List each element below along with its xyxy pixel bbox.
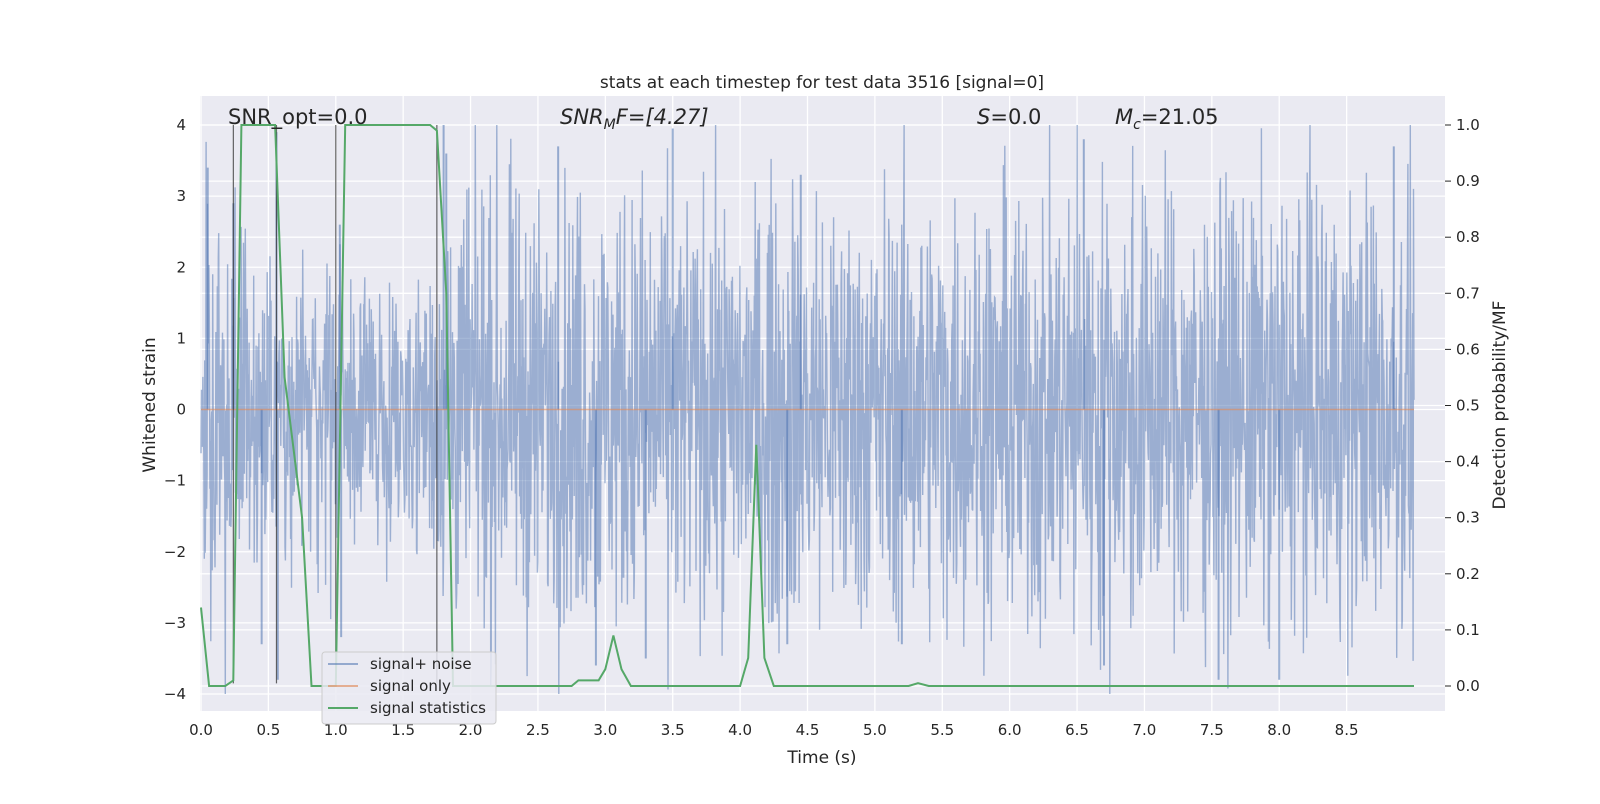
legend-label-signal-noise: signal+ noise <box>370 655 472 673</box>
x-tick-label: 3.0 <box>593 721 617 739</box>
x-tick-label: 1.5 <box>391 721 415 739</box>
x-tick-label: 2.0 <box>459 721 483 739</box>
x-tick-label: 2.5 <box>526 721 550 739</box>
y-right-tick-label: 0.8 <box>1456 228 1480 246</box>
y-left-tick-label: 4 <box>176 116 186 134</box>
y-right-tick-label: 0.1 <box>1456 621 1480 639</box>
y-left-tick-label: −3 <box>164 614 186 632</box>
x-tick-label: 8.0 <box>1267 721 1291 739</box>
x-tick-label: 8.5 <box>1335 721 1359 739</box>
y-right-tick-label: 0.0 <box>1456 677 1480 695</box>
y-left-tick-label: 0 <box>176 401 186 419</box>
x-tick-label: 6.0 <box>998 721 1022 739</box>
y-left-tick-label: −2 <box>164 543 186 561</box>
y-axis-label-left: Whitened strain <box>140 337 160 472</box>
series-signal-statistics <box>200 124 1414 687</box>
annotation-snr-opt: SNR_opt=0.0 <box>228 105 368 130</box>
statistics-layer <box>200 124 1414 687</box>
x-tick-label: 7.5 <box>1200 721 1224 739</box>
vertical-markers <box>232 125 438 684</box>
legend-label-signal-statistics: signal statistics <box>370 699 486 717</box>
y-right-tick-label: 0.6 <box>1456 340 1480 358</box>
y-left-tick-label: −1 <box>164 472 186 490</box>
x-tick-label: 0.0 <box>189 721 213 739</box>
y-right-tick-label: 0.5 <box>1456 397 1480 415</box>
y-left-tick-label: 3 <box>176 187 186 205</box>
annotation-s: S=0.0 <box>977 105 1041 129</box>
x-tick-label: 4.0 <box>728 721 752 739</box>
y-right-tick-label: 0.3 <box>1456 509 1480 527</box>
y-left-tick-label: 1 <box>176 329 186 347</box>
x-tick-label: 1.0 <box>324 721 348 739</box>
x-tick-label: 0.5 <box>256 721 280 739</box>
x-tick-label: 6.5 <box>1065 721 1089 739</box>
tick-labels: 0.0 0.5 1.0 1.5 2.0 2.5 3.0 3.5 4.0 4.5 5.0 5.5 6.0 6… <box>164 116 1480 739</box>
y-left-tick-label: 2 <box>176 258 186 276</box>
chart-title: stats at each timestep for test data 351… <box>600 73 1044 93</box>
annotation-snr-mf: SNRMF=[4.27] <box>560 105 709 133</box>
y-right-tick-label: 0.4 <box>1456 453 1480 471</box>
x-tick-label: 5.0 <box>863 721 887 739</box>
y-right-tick-label: 0.9 <box>1456 172 1480 190</box>
x-tick-label: 4.5 <box>796 721 820 739</box>
y-axis-label-right: Detection probability/MF <box>1490 301 1510 510</box>
y-left-tick-label: −4 <box>164 685 186 703</box>
x-tick-label: 5.5 <box>930 721 954 739</box>
y-right-tick-label: 0.2 <box>1456 565 1480 583</box>
legend: signal+ noise signal only signal statist… <box>321 651 497 725</box>
x-tick-label: 3.5 <box>661 721 685 739</box>
annotation-mc: Mc=21.05 <box>1115 105 1219 133</box>
y-right-tick-label: 1.0 <box>1456 116 1480 134</box>
series-signal-noise <box>200 124 1415 695</box>
legend-box <box>321 651 497 725</box>
x-tick-label: 7.0 <box>1133 721 1157 739</box>
y-right-tick-label: 0.7 <box>1456 284 1480 302</box>
x-axis-label: Time (s) <box>786 748 856 768</box>
legend-label-signal-only: signal only <box>370 677 451 695</box>
